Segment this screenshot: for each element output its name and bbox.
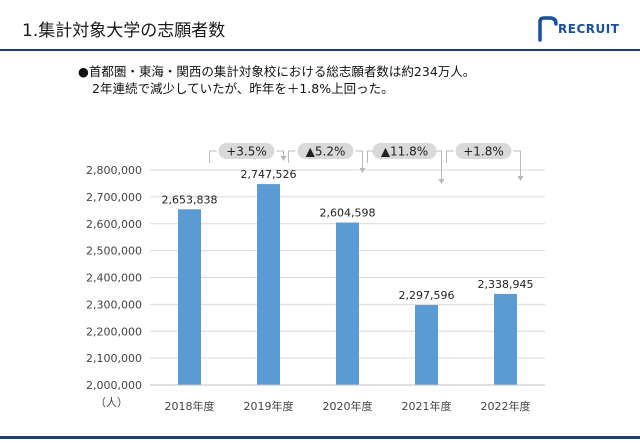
change-badge [218, 143, 275, 159]
recruit-logo-text: RECRUIT [558, 22, 620, 36]
page-title: 1.集計対象大学の志願者数 [22, 21, 226, 41]
change-connector [355, 150, 363, 172]
change-connector [288, 150, 296, 163]
x-category-label: 2018年度 [165, 399, 215, 413]
change-connector [209, 150, 217, 163]
change-connector [513, 150, 521, 180]
x-category-label: 2022年度 [481, 399, 531, 413]
change-connector [434, 150, 442, 183]
bar-value-label: 2,747,526 [241, 168, 297, 181]
y-tick-label: 2,500,000 [86, 245, 142, 258]
x-category-label: 2021年度 [402, 399, 452, 413]
y-axis-unit: （人） [95, 396, 128, 409]
y-tick-label: 2,400,000 [86, 272, 142, 285]
y-tick-label: 2,800,000 [86, 164, 142, 177]
change-arrowhead-icon [517, 176, 524, 181]
change-arrowhead-icon [359, 168, 366, 173]
change-connector [446, 150, 454, 163]
bar-value-label: 2,338,945 [478, 278, 534, 291]
bar [415, 305, 438, 385]
change-badge [455, 143, 512, 159]
bar [257, 184, 280, 385]
bar [494, 293, 517, 385]
change-label: ▲5.2% [306, 145, 346, 159]
bar [336, 222, 359, 385]
change-label: +3.5% [226, 145, 267, 159]
bar-value-label: 2,297,596 [399, 289, 455, 302]
change-label: ▲11.8% [381, 145, 428, 159]
x-category-label: 2020年度 [323, 399, 373, 413]
title-divider [0, 49, 640, 51]
change-arrowhead-icon [438, 179, 445, 184]
y-tick-label: 2,700,000 [86, 191, 142, 204]
summary-text: ●首都圏・東海・関西の集計対象校における総志願者数は約234万人。 2年連続で減… [78, 63, 475, 97]
y-tick-label: 2,300,000 [86, 298, 142, 311]
y-tick-label: 2,200,000 [86, 325, 142, 338]
change-badge [297, 143, 354, 159]
y-tick-label: 2,100,000 [86, 352, 142, 365]
bar [178, 209, 201, 385]
recruit-logo: RECRUIT [536, 14, 632, 42]
change-arrowhead-icon [280, 156, 287, 161]
summary-line-2: 2年連続で減少していたが、昨年を＋1.8%上回った。 [92, 81, 394, 96]
x-category-label: 2019年度 [244, 399, 294, 413]
bar-value-label: 2,604,598 [320, 207, 376, 220]
summary-line-1: ●首都圏・東海・関西の集計対象校における総志願者数は約234万人。 [78, 64, 476, 79]
y-tick-label: 2,000,000 [86, 379, 142, 392]
bottom-divider [0, 436, 640, 439]
change-label: +1.8% [463, 145, 504, 159]
change-badge [372, 143, 437, 159]
y-tick-label: 2,600,000 [86, 218, 142, 231]
recruit-logo-mark-icon [538, 16, 558, 42]
bar-value-label: 2,653,838 [162, 193, 218, 206]
change-connector [367, 150, 375, 163]
